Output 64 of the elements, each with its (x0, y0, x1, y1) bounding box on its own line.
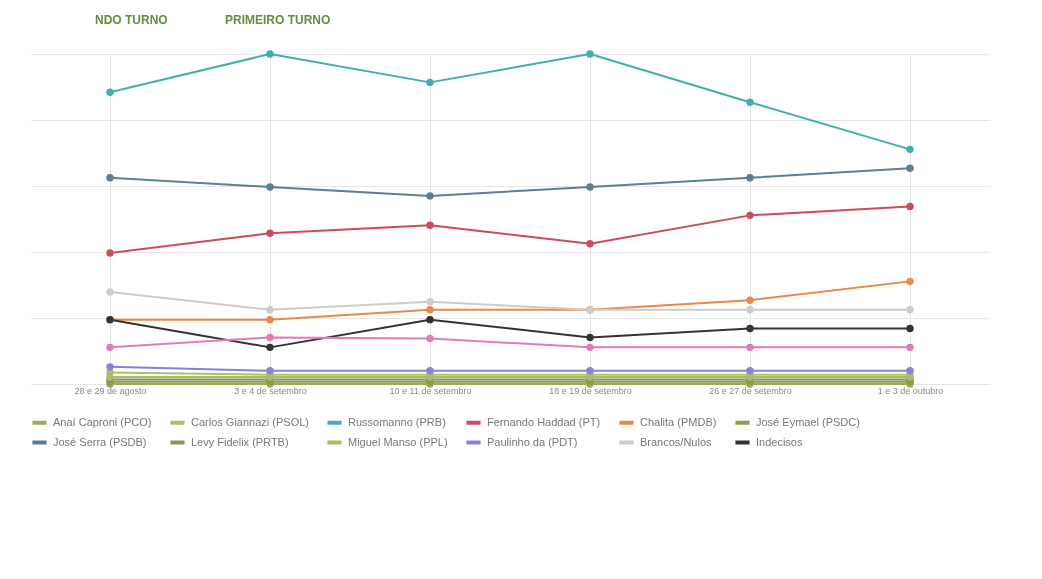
point (746, 174, 754, 182)
legend-label: José Serra (PSDB) (53, 435, 147, 448)
point (106, 88, 114, 96)
point (746, 324, 754, 333)
x-tick-label: 18 e 19 de setembro (549, 385, 632, 396)
legend-label: Russomanno (PRB) (348, 415, 446, 428)
legend-label: José Eymael (PSDC) (756, 415, 860, 428)
point (746, 296, 754, 304)
point (586, 50, 594, 58)
point (586, 240, 594, 248)
point (106, 249, 114, 257)
x-tick-label: 3 e 4 de setembro (234, 385, 307, 396)
point (426, 367, 434, 375)
point (106, 288, 114, 296)
legend-label: Miguel Manso (PPL) (348, 435, 448, 448)
legend-label: Paulinho da (PDT) (487, 435, 578, 448)
legend-label: Indecisos (756, 435, 803, 448)
point (426, 306, 434, 314)
point (266, 50, 274, 58)
point (906, 343, 914, 352)
point (906, 306, 914, 314)
point (746, 306, 754, 314)
point (106, 363, 114, 371)
point (586, 333, 594, 342)
point (426, 334, 434, 343)
text: PRIMEIRO TURNO (225, 13, 331, 27)
point (746, 367, 754, 375)
point (266, 306, 274, 314)
point (746, 343, 754, 352)
point (426, 78, 434, 87)
point (906, 164, 914, 172)
legend-label: Carlos Giannazi (PSOL) (191, 415, 309, 428)
point (266, 183, 274, 191)
x-tick-label: 1 e 3 de outubro (877, 385, 944, 396)
point (586, 183, 594, 191)
x-tick-label: 26 e 27 de setembro (709, 385, 792, 396)
point (906, 367, 914, 375)
point (266, 229, 274, 237)
legend-label: Levy Fidelix (PRTB) (191, 435, 289, 448)
point (906, 145, 914, 154)
point (586, 343, 594, 352)
point (426, 298, 434, 306)
point (746, 211, 754, 220)
x-tick-label: 28 e 29 de agosto (74, 385, 147, 396)
point (266, 333, 274, 342)
point (426, 315, 434, 324)
legend-label: Fernando Haddad (PT) (487, 415, 601, 428)
point (586, 367, 594, 375)
point (266, 315, 274, 324)
legend-label: Brancos/Nulos (640, 435, 713, 448)
point (426, 221, 434, 229)
point (906, 277, 914, 286)
point (106, 343, 114, 352)
text: NDO TURNO (95, 13, 168, 27)
point (106, 174, 114, 182)
point (266, 343, 274, 352)
point (746, 98, 754, 106)
x-tick-label: 10 e 11 de setembro (389, 385, 472, 396)
legend-label: Chalita (PMDB) (640, 415, 717, 428)
point (906, 324, 914, 333)
point (426, 192, 434, 200)
point (266, 367, 274, 375)
point (906, 202, 914, 211)
legend-label: Anaí Caproni (PCO) (53, 415, 152, 428)
